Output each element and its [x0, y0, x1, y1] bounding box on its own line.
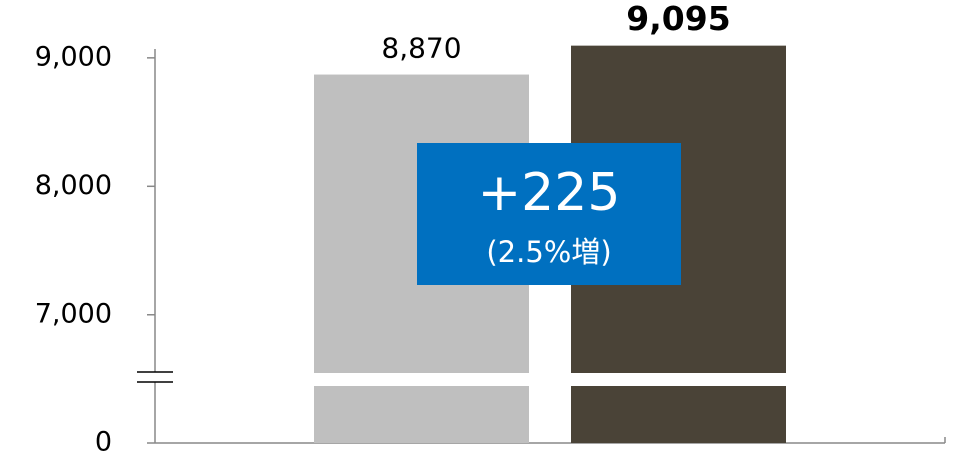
bar-base: [571, 386, 786, 443]
value-label: 9,095: [626, 0, 730, 38]
value-label: 8,870: [381, 32, 461, 65]
annotation-box: [417, 143, 681, 285]
annotation-subtext: (2.5%増): [486, 235, 611, 269]
y-tick-label: 8,000: [35, 170, 112, 201]
y-tick-label: 7,000: [35, 298, 112, 329]
y-tick-label: 0: [95, 427, 112, 458]
y-tick-label: 9,000: [35, 41, 112, 72]
bar-base: [314, 386, 529, 443]
annotation-text: +225: [478, 163, 621, 223]
